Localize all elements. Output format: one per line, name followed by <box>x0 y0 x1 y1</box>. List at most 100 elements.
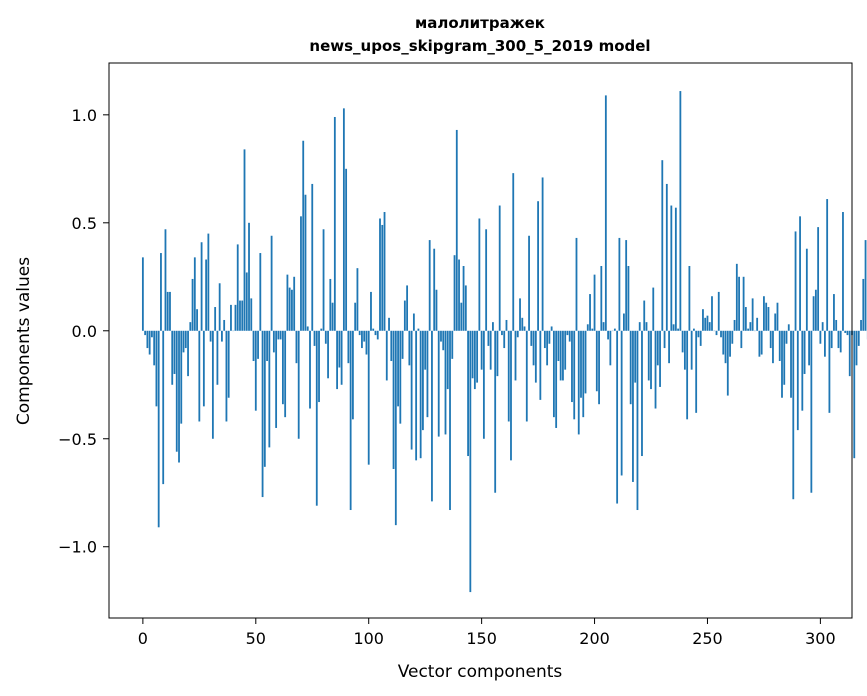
bar-115 <box>401 330 404 359</box>
bar-33 <box>216 330 219 385</box>
bar-185 <box>559 330 562 381</box>
bar-13 <box>171 330 174 385</box>
bar-22 <box>191 278 194 331</box>
bar-218 <box>634 330 637 383</box>
bar-66 <box>291 289 293 331</box>
bar-128 <box>431 330 433 502</box>
bar-252 <box>711 296 713 331</box>
bar-244 <box>693 328 695 331</box>
bar-246 <box>697 330 700 338</box>
bar-124 <box>422 330 424 431</box>
bar-118 <box>408 330 411 366</box>
bar-138 <box>453 255 456 331</box>
bar-43 <box>239 300 241 331</box>
bar-84 <box>331 302 334 331</box>
bar-112 <box>394 330 397 526</box>
bar-92 <box>349 330 352 511</box>
bar-248 <box>702 309 704 331</box>
bar-9 <box>162 330 165 485</box>
bar-35 <box>221 330 223 342</box>
bar-273 <box>758 330 761 357</box>
bar-256 <box>720 330 722 338</box>
bar-318 <box>860 319 862 331</box>
bar-27 <box>202 330 205 407</box>
x-tick-label-0: 0 <box>138 629 148 648</box>
bar-254 <box>715 330 718 336</box>
bar-282 <box>778 330 781 362</box>
bar-312 <box>846 330 849 336</box>
bar-103 <box>374 330 377 336</box>
bar-86 <box>336 330 338 390</box>
bar-278 <box>769 330 772 349</box>
bar-237 <box>677 328 680 331</box>
bar-107 <box>383 212 386 331</box>
bar-70 <box>300 216 302 331</box>
bar-276 <box>765 302 768 331</box>
bar-38 <box>227 330 230 398</box>
bar-212 <box>620 330 623 476</box>
bar-133 <box>442 330 445 351</box>
bar-238 <box>679 91 682 331</box>
bar-56 <box>268 330 271 448</box>
bar-250 <box>706 315 709 331</box>
bar-147 <box>473 330 476 390</box>
bar-228 <box>656 330 659 366</box>
bar-48 <box>250 298 253 331</box>
bar-309 <box>839 330 842 353</box>
bar-18 <box>182 330 185 353</box>
x-tick-label-250: 250 <box>692 629 723 648</box>
bar-288 <box>792 330 795 500</box>
bar-240 <box>683 330 686 370</box>
bar-89 <box>342 108 345 331</box>
bar-65 <box>288 287 291 331</box>
plot-frame <box>108 62 853 619</box>
bar-209 <box>613 328 616 331</box>
bar-191 <box>573 330 576 420</box>
bar-61 <box>279 330 282 340</box>
bar-197 <box>586 324 589 331</box>
bar-76 <box>313 330 316 346</box>
bar-188 <box>566 330 569 336</box>
bar-274 <box>760 330 763 355</box>
bar-235 <box>672 324 675 331</box>
bar-44 <box>241 300 244 331</box>
bar-34 <box>218 283 221 331</box>
bar-178 <box>543 330 546 349</box>
bar-29 <box>207 233 210 331</box>
bar-10 <box>164 229 167 331</box>
bar-2 <box>146 330 149 349</box>
bar-64 <box>286 274 289 331</box>
bar-299 <box>817 227 820 331</box>
bar-179 <box>546 330 549 366</box>
bar-93 <box>352 330 354 420</box>
bar-100 <box>367 330 370 465</box>
bar-104 <box>376 330 379 340</box>
bar-204 <box>602 322 605 331</box>
bar-302 <box>824 330 826 357</box>
bar-131 <box>437 330 440 437</box>
bar-14 <box>173 330 176 374</box>
bar-80 <box>322 229 325 331</box>
bar-259 <box>726 330 729 396</box>
bar-163 <box>510 330 512 461</box>
bar-234 <box>670 205 673 331</box>
y-tick-label-0: −1.0 <box>58 538 97 557</box>
bar-269 <box>749 322 752 331</box>
bar-306 <box>833 294 835 331</box>
x-tick-label-100: 100 <box>353 629 384 648</box>
bar-106 <box>381 224 384 331</box>
bar-111 <box>392 330 395 469</box>
bar-229 <box>659 330 661 387</box>
bar-194 <box>580 330 582 398</box>
bar-28 <box>205 259 208 331</box>
y-tick-label-4: 1.0 <box>72 106 97 125</box>
bar-305 <box>830 330 833 349</box>
bar-114 <box>399 330 402 424</box>
bar-266 <box>742 276 745 331</box>
bar-85 <box>333 116 336 331</box>
bar-225 <box>650 330 652 390</box>
bar-109 <box>388 317 390 331</box>
bar-227 <box>654 330 657 409</box>
bar-247 <box>699 330 702 346</box>
